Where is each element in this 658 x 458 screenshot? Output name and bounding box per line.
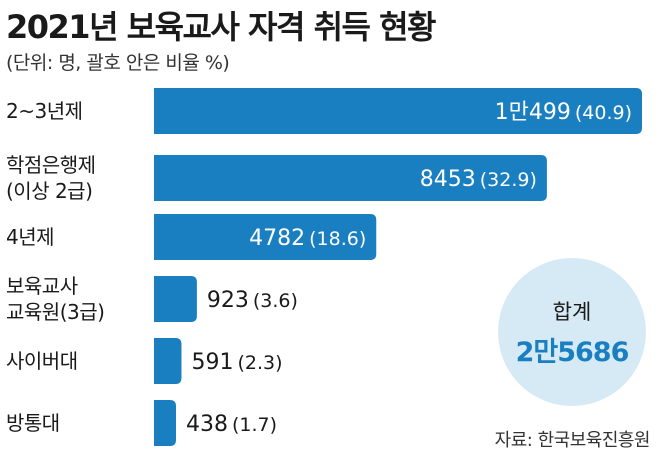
percent-label: (40.9) [575, 102, 632, 124]
bar [154, 214, 377, 260]
category-label: 4년제 [6, 225, 54, 249]
bar [154, 400, 176, 446]
category-label: 교육원(3급) [6, 300, 104, 324]
category-label: (이상 2급) [6, 179, 92, 203]
category-label: 2~3년제 [6, 99, 83, 123]
value-label: 8453 [420, 167, 476, 192]
bar [154, 155, 547, 201]
value-label: 1만499 [495, 100, 571, 125]
category-label: 방통대 [6, 411, 60, 435]
value-label: 438 [186, 412, 228, 437]
bar [154, 276, 197, 322]
value-label: 923 [207, 288, 249, 313]
bar [154, 338, 182, 384]
source-note: 자료: 한국보육진흥원 [494, 430, 651, 451]
total-label: 합계 [552, 299, 592, 324]
percent-label: (3.6) [253, 290, 298, 312]
total-value: 2만5686 [515, 336, 630, 368]
chart-subtitle: (단위: 명, 괄호 안은 비율 %) [6, 52, 230, 74]
chart-title: 2021년 보육교사 자격 취득 현황 [6, 8, 436, 46]
bar [154, 88, 642, 134]
category-label: 사이버대 [6, 349, 78, 373]
percent-label: (18.6) [309, 228, 366, 250]
category-label: 학점은행제 [6, 153, 96, 177]
percent-label: (1.7) [232, 414, 277, 436]
percent-label: (2.3) [237, 352, 282, 374]
percent-label: (32.9) [480, 169, 537, 191]
value-label: 4782 [249, 226, 305, 251]
total-circle: 합계 2만5686 [498, 258, 646, 406]
value-label: 591 [191, 350, 233, 375]
category-label: 보육교사 [6, 274, 78, 298]
